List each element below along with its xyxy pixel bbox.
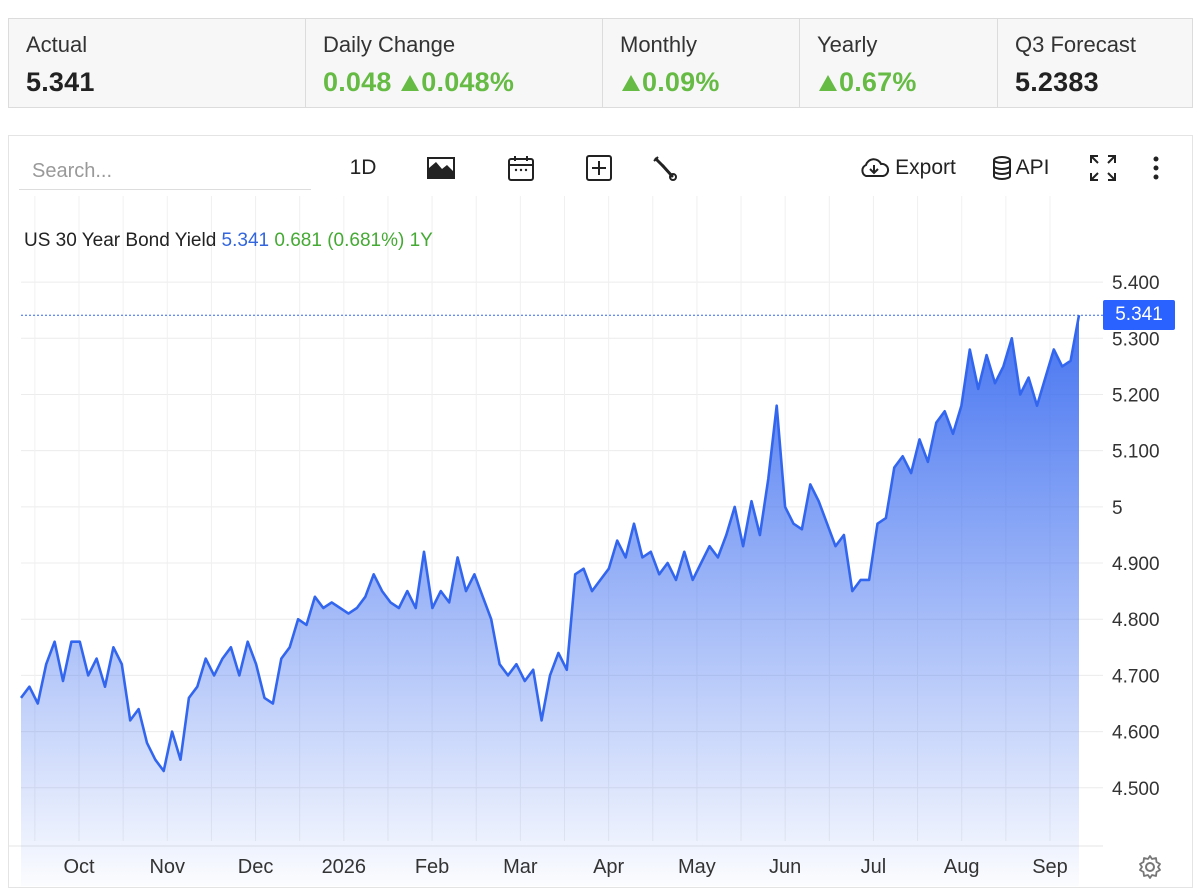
triangle-up-icon [819, 75, 837, 91]
add-indicator-button[interactable] [581, 151, 617, 185]
y-tick-label: 5 [1112, 498, 1123, 519]
y-tick-label: 4.700 [1112, 666, 1160, 687]
y-tick-label: 5.400 [1112, 273, 1160, 294]
x-tick-label: Aug [944, 856, 980, 878]
api-button[interactable]: API [984, 151, 1056, 185]
chart-type-button[interactable] [423, 151, 459, 185]
stat-label: Actual [26, 32, 305, 58]
wrench-icon [651, 154, 679, 182]
gear-icon [1137, 854, 1163, 880]
chart-area[interactable]: 5.400 5.300 5.200 5.100 5 4.900 4.800 4.700 4.60… [9, 196, 1192, 887]
chart-panel: 1D [8, 135, 1193, 888]
stat-value: 5.341 [26, 67, 305, 98]
stat-q3-forecast: Q3 Forecast 5.2383 [998, 19, 1192, 107]
x-tick-label: May [678, 856, 716, 878]
legend-series-name: US 30 Year Bond Yield [24, 230, 216, 251]
fullscreen-button[interactable] [1085, 151, 1121, 185]
stat-label: Monthly [620, 32, 799, 58]
stat-daily-change: Daily Change 0.048 0.048% [306, 19, 603, 107]
x-tick-label: Sep [1032, 856, 1068, 878]
calendar-icon [507, 154, 535, 182]
stat-value-abs: 0.048 [323, 67, 392, 97]
y-tick-label: 4.900 [1112, 554, 1160, 575]
y-tick-label: 4.500 [1112, 779, 1160, 800]
stat-value-pct: 0.09% [642, 67, 720, 97]
x-tick-label: Feb [415, 856, 449, 878]
export-button[interactable]: Export [852, 151, 962, 185]
stat-monthly: Monthly 0.09% [603, 19, 800, 107]
y-tick-label: 5.100 [1112, 442, 1160, 463]
range-label: 1D [350, 156, 377, 180]
export-label: Export [895, 156, 956, 180]
range-button[interactable]: 1D [341, 151, 385, 185]
x-tick-label: Nov [149, 856, 185, 878]
more-menu-button[interactable] [1143, 151, 1169, 185]
stat-label: Q3 Forecast [1015, 32, 1192, 58]
x-tick-label: Oct [63, 856, 95, 878]
triangle-up-icon [622, 75, 640, 91]
calendar-button[interactable] [503, 151, 539, 185]
stat-label: Daily Change [323, 32, 602, 58]
x-tick-label: Dec [238, 856, 274, 878]
x-tick-label: Jun [769, 856, 801, 878]
api-label: API [1016, 156, 1050, 180]
database-icon [991, 155, 1013, 181]
x-tick-label: Mar [503, 856, 538, 878]
last-price-tag: 5.341 [1103, 300, 1175, 330]
stat-yearly: Yearly 0.67% [800, 19, 998, 107]
series-area-fill [21, 315, 1079, 886]
chart-legend: US 30 Year Bond Yield 5.341 0.681 (0.681… [24, 230, 433, 252]
x-tick-label: Apr [593, 856, 624, 878]
stat-label: Yearly [817, 32, 997, 58]
stat-value: 0.048 0.048% [323, 67, 602, 98]
stat-value: 0.67% [817, 67, 997, 98]
search-input[interactable] [19, 154, 311, 190]
tools-button[interactable] [647, 151, 683, 185]
stat-value-pct: 0.67% [839, 67, 917, 97]
stat-value-pct: 0.048% [421, 67, 514, 97]
y-tick-label: 5.200 [1112, 385, 1160, 406]
y-tick-label: 4.600 [1112, 723, 1160, 744]
stats-bar: Actual 5.341 Daily Change 0.048 0.048% M… [8, 18, 1193, 108]
x-tick-label: Jul [861, 856, 887, 878]
triangle-up-icon [401, 75, 419, 91]
stat-value: 5.2383 [1015, 67, 1192, 98]
stat-actual: Actual 5.341 [9, 19, 306, 107]
cloud-download-icon [858, 156, 890, 180]
legend-change: 0.681 (0.681%) 1Y [274, 230, 432, 251]
more-vertical-icon [1152, 155, 1160, 181]
y-tick-label: 5.300 [1112, 329, 1160, 350]
legend-last-value: 5.341 [222, 230, 270, 251]
plus-box-icon [585, 154, 613, 182]
x-tick-label: 2026 [322, 856, 367, 878]
area-chart-icon [426, 156, 456, 180]
y-axis: 5.400 5.300 5.200 5.100 5 4.900 4.800 4.700 4.60… [1112, 273, 1160, 800]
chart-settings-button[interactable] [1137, 854, 1163, 885]
y-tick-label: 4.800 [1112, 610, 1160, 631]
stat-value: 0.09% [620, 67, 799, 98]
fullscreen-icon [1088, 153, 1118, 183]
chart-toolbar: 1D [9, 136, 1192, 196]
